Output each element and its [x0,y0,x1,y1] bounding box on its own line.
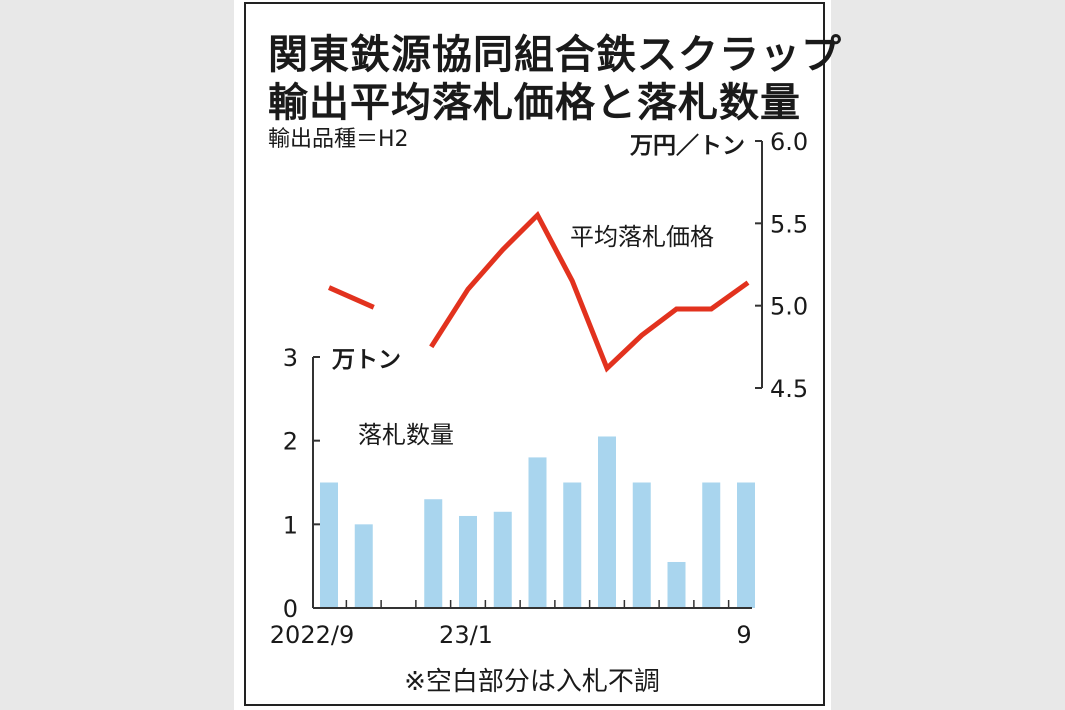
chart-subtitle: 輸出品種＝H2 [268,127,409,152]
volume-series-label: 落札数量 [358,421,454,449]
volume-bar [354,524,373,608]
chart-footnote: ※空白部分は入札不調 [404,667,660,697]
price-line-segment [429,210,750,373]
x-axis-tick-label: 9 [736,621,751,649]
right-axis-unit: 万円／トン [630,132,745,159]
left-axis-tick-label: 0 [283,595,298,623]
volume-bar [632,482,651,608]
chart-title-line2: 輸出平均落札価格と落札数量 [268,80,801,126]
price-series-label: 平均落札価格 [570,223,714,251]
chart-axes: 0 1 2 3 4.5 5.0 5.5 6.0 2022/9 23/1 9 [270,128,808,649]
volume-bar [459,515,477,608]
right-axis-tick-label: 5.5 [770,210,808,238]
right-axis-tick-label: 5.0 [770,293,808,321]
volume-bar [528,457,547,608]
volume-bar [563,482,582,608]
volume-bar [737,482,755,608]
x-axis-tick-label: 2022/9 [270,621,354,649]
volume-bar [667,561,686,608]
volume-bar [702,482,721,608]
right-axis-tick-label: 6.0 [770,128,808,156]
x-axis-tick-label: 23/1 [439,621,493,649]
left-axis-tick-label: 1 [283,511,298,539]
left-axis-tick-label: 2 [283,428,298,456]
chart-title-line1: 関東鉄源協同組合鉄スクラップ [268,32,842,78]
volume-bar [424,499,443,608]
volume-bar [320,482,338,608]
left-axis-unit: 万トン [332,347,401,373]
volume-bars [320,436,755,608]
right-axis-tick-label: 4.5 [770,375,808,403]
volume-bar [493,511,512,608]
volume-bar [598,436,616,608]
price-line [327,210,750,373]
price-line-segment [327,285,375,310]
left-axis-tick-label: 3 [283,344,298,372]
